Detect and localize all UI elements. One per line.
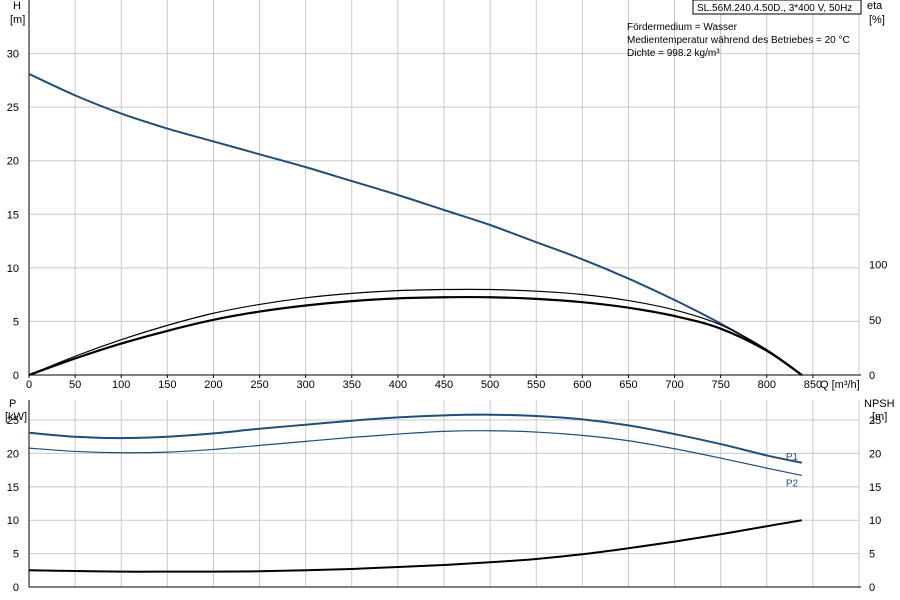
y-left-tick-label: 30 [7, 49, 19, 61]
x-tick-label: 100 [112, 379, 130, 391]
y-right-axis-unit: [m] [872, 411, 887, 423]
info-line: Dichte = 998.2 kg/m³ [627, 48, 720, 59]
x-tick-label: 300 [296, 379, 314, 391]
series-line-eta-thin [28, 288, 803, 376]
series-line-eta-thick [28, 295, 803, 377]
x-tick-label: 50 [69, 379, 81, 391]
y-left-tick-label: 20 [7, 448, 19, 460]
y-right-tick-label: 10 [869, 515, 881, 527]
y-right-axis-label: eta [867, 0, 883, 12]
x-tick-label: 0 [26, 379, 32, 391]
y-left-axis-unit: [kW] [5, 411, 27, 423]
x-tick-label: 200 [204, 379, 222, 391]
y-left-tick-label: 10 [7, 263, 19, 275]
x-tick-label: 400 [389, 379, 407, 391]
title-box [692, 0, 862, 15]
y-right-tick-label: 5 [869, 549, 875, 561]
series-label-p1: P1 [786, 452, 799, 463]
y-left-tick-label: 10 [7, 515, 19, 527]
x-tick-label: 850 [804, 379, 822, 391]
y-right-tick-label: 15 [869, 482, 881, 494]
series-line-h [28, 73, 803, 376]
y-left-tick-label: 25 [7, 102, 19, 114]
y-right-tick-label: 0 [869, 370, 875, 382]
series-line-p2 [28, 430, 802, 477]
x-tick-label: 150 [158, 379, 176, 391]
x-tick-label: 250 [250, 379, 268, 391]
y-left-tick-label: 15 [7, 209, 19, 221]
x-axis-label: Q [m³/h] [820, 379, 860, 391]
y-right-tick-label: 100 [869, 260, 887, 272]
x-tick-label: 600 [573, 379, 591, 391]
info-line: Fördermedium = Wasser [627, 22, 738, 33]
y-right-tick-label: 0 [869, 582, 875, 594]
y-left-tick-label: 15 [7, 482, 19, 494]
y-left-tick-label: 20 [7, 156, 19, 168]
x-tick-label: 800 [758, 379, 776, 391]
y-right-tick-label: 25 [869, 415, 881, 427]
series-label-p2: P2 [786, 478, 799, 489]
y-right-axis-label: NPSH [864, 398, 895, 410]
x-tick-label: 350 [343, 379, 361, 391]
y-left-tick-label: 0 [13, 370, 19, 382]
x-tick-label: 450 [435, 379, 453, 391]
y-left-axis-label: P [9, 398, 16, 410]
x-tick-label: 650 [619, 379, 637, 391]
series-line-p1 [28, 413, 803, 464]
x-tick-label: 500 [481, 379, 499, 391]
x-tick-label: 550 [527, 379, 545, 391]
chart-title: SL.56M.240.4.50D., 3*400 V, 50Hz [697, 3, 852, 14]
series-line-npsh [28, 519, 802, 573]
info-line: Medientemperatur während des Betriebes =… [627, 35, 850, 46]
y-left-axis-unit: [m] [10, 14, 25, 26]
x-tick-label: 750 [711, 379, 729, 391]
y-left-axis-label: H [13, 0, 21, 12]
y-left-tick-label: 5 [13, 316, 19, 328]
y-right-tick-label: 20 [869, 448, 881, 460]
y-right-axis-unit: [%] [869, 14, 885, 26]
y-left-tick-label: 25 [7, 415, 19, 427]
y-left-tick-label: 0 [13, 582, 19, 594]
y-right-tick-label: 50 [869, 315, 881, 327]
x-tick-label: 700 [665, 379, 683, 391]
y-left-tick-label: 5 [13, 549, 19, 561]
